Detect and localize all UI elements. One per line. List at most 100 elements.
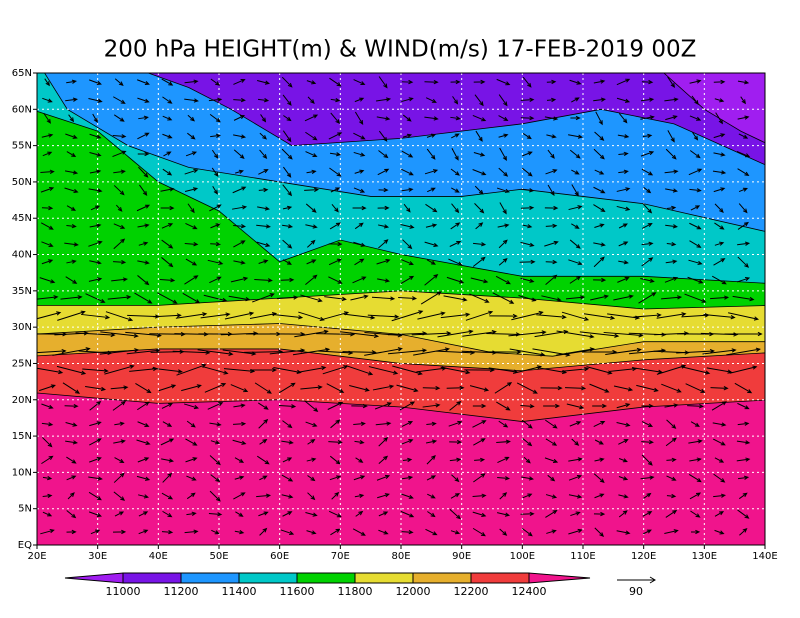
wind-arrow (738, 133, 749, 139)
wind-arrow (113, 260, 127, 265)
wind-arrow (353, 79, 366, 86)
wind-arrow (664, 97, 679, 102)
wind-arrow (298, 311, 325, 321)
wind-arrow (100, 331, 139, 338)
wind-arrow (258, 259, 269, 264)
wind-arrow (426, 455, 436, 465)
wind-arrow (300, 385, 323, 390)
wind-arrow (281, 474, 294, 482)
wind-arrow (161, 78, 174, 86)
wind-arrow (89, 438, 102, 446)
wind-arrow (661, 383, 682, 393)
wind-arrow (544, 116, 559, 121)
wind-arrow (41, 403, 54, 409)
colorbar-label: 11400 (222, 585, 257, 598)
wind-arrow (44, 78, 50, 87)
wind-arrow (739, 528, 748, 536)
wind-arrow (187, 203, 195, 214)
wind-arrow (328, 258, 342, 266)
wind-arrow (352, 276, 367, 284)
colorbar-label: 11200 (164, 585, 199, 598)
wind-arrow (556, 347, 595, 356)
wind-arrow (556, 330, 595, 339)
wind-arrow (66, 151, 77, 158)
wind-arrow (420, 291, 442, 305)
wind-arrow (450, 79, 461, 85)
wind-arrow (281, 148, 293, 160)
wind-arrow (307, 475, 316, 482)
wind-arrow (561, 366, 590, 372)
wind-arrow (211, 149, 219, 159)
wind-arrow (114, 457, 125, 463)
reference-arrow-head (649, 576, 656, 584)
wind-arrow (594, 131, 605, 141)
wind-arrow (714, 511, 725, 517)
wind-arrow (269, 348, 306, 355)
wind-arrow (425, 528, 438, 536)
wind-arrow (331, 204, 339, 213)
wind-arrow (296, 365, 327, 374)
wind-arrow (210, 133, 221, 138)
wind-arrow (68, 114, 75, 123)
wind-arrow (396, 384, 419, 393)
wind-arrow (327, 401, 344, 410)
wind-arrow (375, 421, 392, 426)
wind-arrow (65, 133, 78, 139)
wind-arrow (137, 151, 150, 157)
wind-arrow (66, 259, 77, 264)
wind-arrow (594, 439, 604, 445)
wind-arrow (424, 274, 439, 286)
wind-arrow (568, 474, 583, 481)
wind-arrow (401, 97, 414, 103)
wind-arrow (42, 97, 53, 103)
longitude-label: 60E (270, 551, 289, 562)
wind-arrow (282, 166, 292, 178)
wind-arrow (378, 511, 389, 517)
wind-arrow (351, 403, 368, 409)
wind-arrow (640, 115, 655, 120)
wind-arrow (640, 150, 655, 157)
wind-arrow (451, 187, 460, 193)
wind-arrow (234, 457, 245, 463)
wind-arrow (613, 385, 634, 392)
wind-arrow (185, 438, 198, 446)
latitude-label: 25N (12, 358, 32, 369)
latitude-label: 55N (12, 141, 32, 152)
wind-arrow (401, 79, 414, 85)
wind-arrow (738, 475, 750, 480)
wind-arrow (64, 242, 79, 247)
wind-arrow (377, 205, 390, 211)
wind-arrow (520, 97, 535, 102)
wind-arrow (42, 151, 53, 157)
wind-arrow (292, 347, 331, 356)
wind-arrow (545, 223, 558, 229)
wind-arrow (402, 114, 412, 122)
wind-arrow (472, 511, 487, 517)
colorbar-label: 12200 (454, 585, 489, 598)
wind-arrow (638, 292, 657, 304)
wind-arrow (401, 493, 414, 499)
wind-arrow (306, 80, 317, 85)
graticule (37, 73, 765, 545)
wind-arrow (233, 260, 246, 265)
wind-arrow (714, 457, 725, 463)
wind-arrow (413, 347, 450, 356)
wind-arrow (184, 529, 199, 534)
wind-arrow (136, 204, 151, 212)
wind-arrow (689, 222, 702, 230)
wind-arrow (569, 275, 582, 284)
wind-arrow (583, 313, 616, 320)
wind-arrow (443, 295, 468, 302)
wind-arrow (496, 78, 511, 86)
wind-arrow (378, 239, 389, 249)
wind-arrow (702, 348, 737, 355)
wind-arrow (713, 133, 726, 139)
wind-arrow (104, 364, 135, 375)
wind-arrow (257, 402, 269, 410)
wind-arrow (67, 492, 75, 500)
wind-arrow (374, 402, 392, 410)
wind-arrow (712, 422, 727, 427)
wind-arrow (547, 474, 556, 482)
wind-arrow (520, 205, 535, 211)
longitude-label: 70E (331, 551, 350, 562)
